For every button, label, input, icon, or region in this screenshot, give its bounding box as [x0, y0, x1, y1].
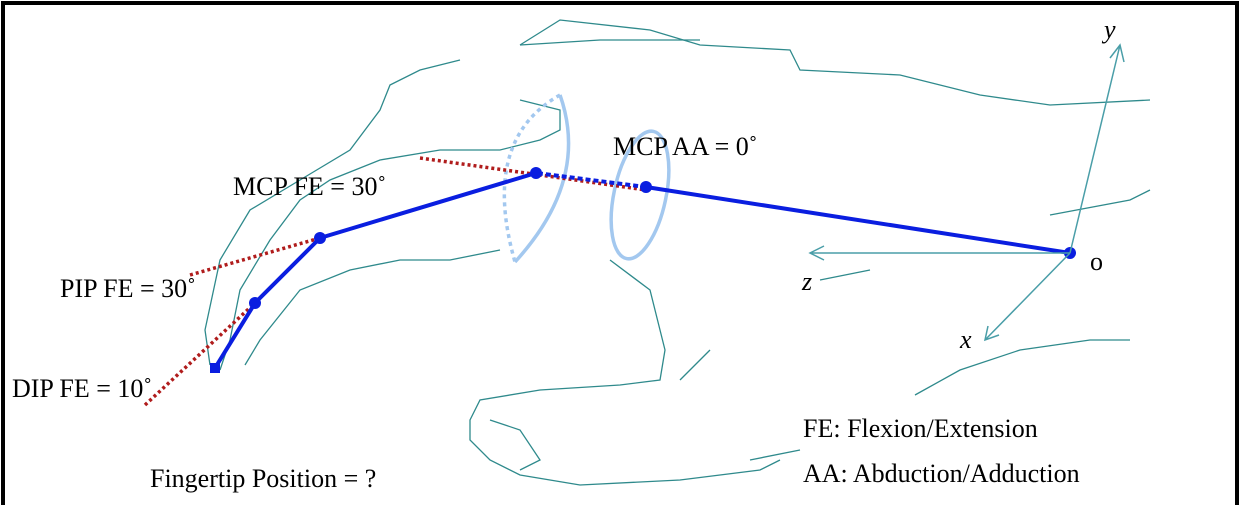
coordinate-axes [808, 43, 1125, 342]
joint-label: DIP FE = 10˚ [12, 374, 152, 403]
legend-entry: FE: Flexion/Extension [803, 414, 1038, 443]
axis-y-label: y [1101, 15, 1116, 44]
question: Fingertip Position = ? [150, 464, 376, 493]
joint-label: MCP FE = 30˚ [233, 172, 386, 201]
axis-x-label: x [959, 325, 972, 354]
joint-label: PIP FE = 30˚ [60, 274, 196, 303]
legend-entry: AA: Abduction/Adduction [803, 459, 1080, 488]
joint-rings [502, 93, 671, 264]
origin-label: o [1090, 247, 1103, 276]
axis-z-label: z [801, 267, 812, 296]
joint-label: MCP AA = 0˚ [613, 132, 757, 161]
finger-chain [210, 167, 1076, 373]
hand-sketch [204, 19, 1151, 486]
